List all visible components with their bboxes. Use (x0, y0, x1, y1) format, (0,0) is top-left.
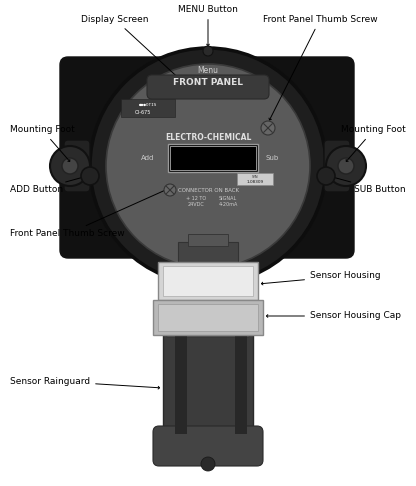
Text: ●●●OTIS: ●●●OTIS (139, 103, 157, 107)
Text: SIGNAL: SIGNAL (219, 195, 237, 201)
Text: Sub: Sub (265, 155, 279, 161)
Text: Sensor Housing Cap: Sensor Housing Cap (267, 312, 401, 320)
Bar (158, 304, 258, 331)
Circle shape (90, 48, 326, 284)
Circle shape (164, 184, 176, 196)
Text: SUB Button: SUB Button (328, 175, 406, 194)
Text: Sensor Rainguard: Sensor Rainguard (10, 377, 160, 389)
Text: 1-08309: 1-08309 (246, 180, 264, 184)
Text: Display Screen: Display Screen (81, 15, 183, 82)
Text: + 12 TO: + 12 TO (186, 195, 206, 201)
Circle shape (326, 146, 366, 186)
Circle shape (201, 457, 215, 471)
Bar (163, 266, 253, 296)
Text: CONNECTOR ON BACK: CONNECTOR ON BACK (178, 188, 238, 192)
Bar (178, 242, 238, 262)
Circle shape (50, 146, 90, 186)
Text: FRONT PANEL: FRONT PANEL (173, 79, 243, 87)
Text: Sensor Housing: Sensor Housing (261, 272, 381, 285)
Circle shape (203, 46, 213, 56)
Bar (235, 329, 247, 434)
FancyBboxPatch shape (166, 319, 250, 337)
FancyBboxPatch shape (153, 426, 263, 466)
Text: OI-675: OI-675 (135, 109, 151, 115)
Text: S/N: S/N (252, 175, 258, 179)
Text: Add: Add (141, 155, 155, 161)
FancyBboxPatch shape (237, 173, 273, 185)
Bar (188, 234, 228, 246)
Bar (170, 146, 256, 170)
Circle shape (62, 158, 78, 174)
Text: ADD Button: ADD Button (10, 175, 88, 194)
Text: Front Panel Thumb Screw: Front Panel Thumb Screw (10, 189, 167, 239)
Bar (158, 262, 258, 300)
Circle shape (261, 121, 275, 135)
FancyBboxPatch shape (60, 57, 354, 258)
Text: 4-20mA: 4-20mA (218, 203, 238, 208)
FancyBboxPatch shape (121, 99, 175, 117)
Bar (175, 329, 187, 434)
Bar (168, 144, 258, 172)
FancyBboxPatch shape (147, 75, 269, 99)
Text: MENU Button: MENU Button (178, 5, 238, 46)
Text: Mounting Foot: Mounting Foot (10, 125, 75, 161)
Text: 24VDC: 24VDC (188, 203, 204, 208)
Bar (153, 300, 263, 335)
FancyBboxPatch shape (64, 140, 90, 192)
FancyBboxPatch shape (324, 140, 350, 192)
Circle shape (338, 158, 354, 174)
Text: ELECTRO-CHEMICAL: ELECTRO-CHEMICAL (165, 134, 251, 142)
Text: Mounting Foot: Mounting Foot (341, 125, 406, 161)
Bar (163, 325, 253, 440)
Circle shape (81, 167, 99, 185)
Text: Menu: Menu (198, 67, 218, 75)
Text: Front Panel Thumb Screw: Front Panel Thumb Screw (262, 15, 377, 120)
Circle shape (317, 167, 335, 185)
Circle shape (106, 64, 310, 268)
